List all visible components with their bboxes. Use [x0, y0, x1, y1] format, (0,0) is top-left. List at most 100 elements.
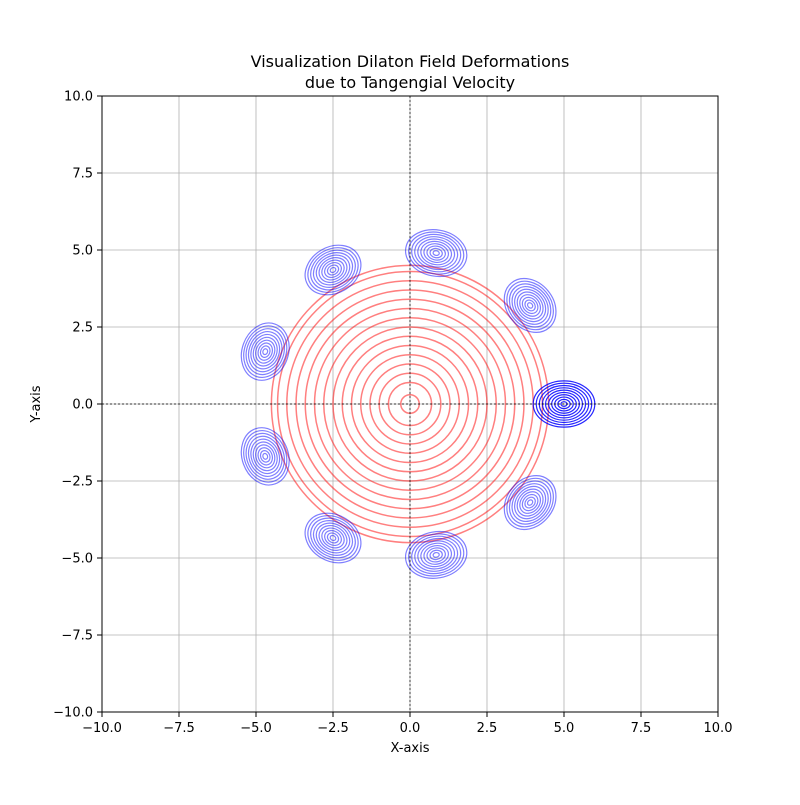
deformed-field-3-contour-9	[307, 247, 359, 293]
deformed-field-2-contour-7	[414, 236, 459, 271]
y-tick-label-8: 10.0	[64, 90, 93, 105]
deformed-field-6-contour-6	[315, 522, 351, 554]
deformed-field-8-contour-2	[524, 496, 536, 509]
deformed-field-3-contour-10	[304, 244, 362, 296]
deformed-field-7-contour-3	[426, 547, 446, 563]
y-tick-label-3: −2.5	[61, 475, 93, 490]
deformed-field-6-contour-5	[318, 524, 348, 551]
deformed-field-8-contour-8	[508, 480, 552, 525]
x-axis-label: X-axis	[391, 741, 430, 756]
y-axis-label: Y-axis	[29, 385, 44, 423]
deformed-field-4-contour-6	[250, 333, 281, 370]
deformed-field-4-contour-2	[259, 345, 271, 358]
y-tick-label-4: 0.0	[72, 398, 93, 413]
deformed-field-1	[503, 277, 557, 333]
deformed-field-7-contour-5	[420, 542, 453, 568]
deformed-field-8-contour-4	[519, 491, 542, 514]
deformed-field-5-contour-3	[257, 447, 274, 466]
deformed-field-1-contour-9	[506, 280, 554, 331]
deformed-field-8-contour-10	[503, 475, 557, 531]
x-tick-label-3: −2.5	[317, 721, 349, 736]
deformed-field-2-contour-10	[404, 229, 468, 278]
deformed-field-7-contour-6	[417, 540, 456, 570]
deformed-field-7-contour-7	[414, 537, 459, 572]
deformed-field-6-contour-1	[329, 534, 337, 542]
deformed-field-7-contour-9	[408, 533, 465, 577]
deformed-field-8-contour-5	[516, 488, 544, 517]
deformed-field-6-contour-7	[312, 520, 354, 556]
deformed-field-3-contour-8	[310, 249, 356, 291]
deformed-field-8-contour-1	[526, 499, 534, 506]
y-tick-label-0: −10.0	[53, 706, 93, 721]
x-tick-label-2: −5.0	[240, 721, 272, 736]
deformed-field-5-contour-2	[259, 450, 271, 463]
deformed-field-6-contour-3	[324, 529, 342, 547]
deformed-field-2-contour-2	[429, 247, 443, 259]
reference-lines	[102, 96, 718, 712]
deformed-field-3-contour-1	[329, 266, 337, 274]
deformed-field-1-contour-2	[524, 299, 536, 312]
deformed-field-7-contour-4	[423, 544, 450, 565]
deformed-field-2-contour-5	[420, 240, 453, 266]
deformed-field-1-contour-7	[511, 286, 549, 325]
deformed-field-4-contour-4	[255, 339, 276, 364]
deformed-field-4-contour-1	[262, 348, 269, 356]
deformed-field-1-contour-10	[503, 277, 557, 333]
deformed-field-4-contour-9	[243, 325, 288, 378]
deformed-field-5	[240, 427, 290, 486]
deformed-field-3-contour-2	[326, 264, 340, 276]
deformed-field-2-contour-3	[426, 245, 446, 261]
deformed-field-6-contour-2	[326, 532, 340, 544]
deformed-field-6	[304, 512, 362, 564]
deformed-field-3-contour-3	[324, 261, 342, 279]
deformed-field-7-contour-1	[432, 551, 440, 558]
deformed-field-5-contour-6	[250, 438, 281, 475]
y-tick-label-2: −5.0	[61, 552, 93, 567]
deformed-field-8-contour-6	[514, 485, 547, 520]
deformed-field-1-contour-6	[514, 288, 547, 323]
deformed-field-5-contour-5	[252, 441, 278, 472]
deformed-field-1-contour-3	[521, 296, 539, 315]
deformed-field-5-contour-7	[247, 435, 283, 477]
deformed-field-3-contour-7	[312, 252, 354, 288]
deformed-field-1-contour-8	[508, 283, 552, 328]
deformed-field-4-contour-7	[247, 331, 283, 373]
x-tick-label-4: 0.0	[400, 721, 421, 736]
deformed-field-2-contour-4	[423, 243, 450, 264]
deformed-field-4-contour-3	[257, 342, 274, 361]
x-tick-label-6: 5.0	[554, 721, 575, 736]
deformed-field-6-contour-4	[321, 527, 345, 549]
chart-title-line-2: due to Tangengial Velocity	[305, 73, 515, 92]
deformed-field-5-contour-10	[240, 427, 290, 486]
y-tick-label-5: 2.5	[72, 321, 93, 336]
deformed-field-5-contour-1	[262, 452, 269, 460]
deformed-field-7-contour-10	[404, 530, 468, 579]
tick-layer: −10.0 −7.5 −5.0 −2.5 0.0 2.5 5.0 7.5 10.0 −10.0 −7…	[53, 90, 732, 737]
deformed-field-7-contour-2	[429, 549, 443, 561]
deformed-field-5-contour-9	[243, 430, 288, 483]
deformed-field-5-contour-4	[255, 444, 276, 469]
deformed-field-1-contour-5	[516, 291, 544, 320]
deformed-field-5-contour-8	[245, 432, 285, 480]
y-tick-label-7: 7.5	[72, 167, 93, 182]
y-tick-label-6: 5.0	[72, 244, 93, 259]
x-tick-label-1: −7.5	[163, 721, 195, 736]
deformed-field-3-contour-4	[321, 259, 345, 281]
x-tick-label-7: 7.5	[631, 721, 652, 736]
x-tick-label-0: −10.0	[82, 721, 122, 736]
deformed-field-2-contour-8	[411, 233, 462, 273]
deformed-field-3	[304, 244, 362, 296]
deformed-field-2-contour-1	[432, 250, 440, 257]
chart-title-line-1: Visualization Dilaton Field Deformations	[251, 52, 570, 71]
deformed-field-6-contour-8	[310, 517, 356, 559]
deformed-field-2-contour-6	[417, 238, 456, 268]
deformed-field-8-contour-7	[511, 483, 549, 522]
y-tick-label-1: −7.5	[61, 629, 93, 644]
deformed-field-4-contour-5	[252, 336, 278, 367]
deformed-field-2-contour-9	[408, 231, 465, 275]
deformed-field-6-contour-10	[304, 512, 362, 564]
deformed-field-6-contour-9	[307, 515, 359, 561]
deformed-field-8-contour-9	[506, 477, 554, 528]
